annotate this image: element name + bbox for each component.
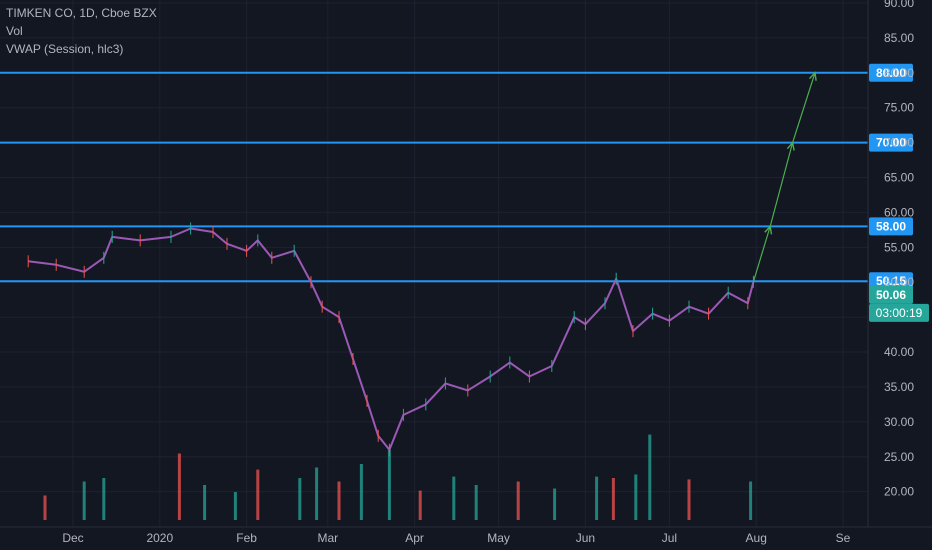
y-tick-label: 25.00 (884, 450, 914, 464)
volume-bar (177, 453, 181, 520)
price-badges: 50.06 03:00:19 (869, 285, 929, 322)
volume-bar (611, 478, 615, 520)
level-label-bg (869, 217, 913, 236)
chart-legend: TIMKEN CO, 1D, Cboe BZX Vol VWAP (Sessio… (6, 4, 157, 58)
x-tick-label: Jun (576, 531, 595, 545)
y-tick-label: 35.00 (884, 380, 914, 394)
volume-bar (233, 492, 237, 520)
volume-bar (298, 478, 302, 520)
chart-grid (0, 0, 868, 527)
volume-bar (418, 490, 422, 520)
projection-path (752, 72, 816, 283)
last-price-label: 50.06 (876, 288, 906, 302)
x-tick-label: May (487, 531, 510, 545)
projection-arrowhead (786, 141, 795, 151)
x-tick-label: Se (836, 531, 851, 545)
projection-arrowhead (808, 71, 817, 81)
volume-bar (203, 485, 207, 520)
countdown-label: 03:00:19 (876, 306, 923, 320)
y-tick-label: 70.00 (884, 136, 914, 150)
x-tick-label: Dec (62, 531, 83, 545)
volume-bar (749, 481, 753, 520)
x-tick-label: Apr (405, 531, 424, 545)
volume-bar (648, 434, 652, 520)
last-price-badge (869, 285, 913, 304)
symbol-title[interactable]: TIMKEN CO, 1D, Cboe BZX (6, 6, 157, 20)
projection-arrow[interactable] (752, 71, 817, 283)
x-tick-label: Mar (317, 531, 338, 545)
x-tick-label: Feb (236, 531, 257, 545)
y-tick-label: 40.00 (884, 345, 914, 359)
x-tick-label: Jul (662, 531, 677, 545)
volume-bar (43, 495, 47, 520)
y-tick-label: 85.00 (884, 31, 914, 45)
y-tick-label: 65.00 (884, 171, 914, 185)
volume-bar (687, 479, 691, 520)
level-label-bg (869, 133, 913, 152)
volume-bar (256, 469, 260, 520)
level-label: 70.00 (876, 136, 906, 150)
x-tick-label: Aug (746, 531, 767, 545)
volume-indicator-label[interactable]: Vol (6, 24, 23, 38)
countdown-badge (869, 303, 929, 322)
volume-bar (315, 467, 319, 520)
y-tick-label: 30.00 (884, 415, 914, 429)
volume-bar (359, 464, 363, 520)
x-axis[interactable]: Dec 2020 Feb Mar Apr May Jun Jul Aug Se (62, 531, 850, 545)
level-label: 50.15 (876, 274, 906, 288)
y-tick-label: 75.00 (884, 101, 914, 115)
y-tick-label: 55.00 (884, 240, 914, 254)
y-axis[interactable]: 90.00 85.00 80.00 75.00 70.00 65.00 60.00 55.00… (884, 0, 914, 499)
volume-bar (474, 485, 478, 520)
projection-arrowhead (764, 224, 773, 235)
y-tick-label: 60.00 (884, 205, 914, 219)
vwap-indicator-label[interactable]: VWAP (Session, hlc3) (6, 42, 124, 56)
y-tick-label: 80.00 (884, 66, 914, 80)
volume-bar (387, 450, 391, 520)
volume-bar (337, 481, 341, 520)
volume-bar (102, 478, 106, 520)
volume-bar (452, 476, 456, 520)
level-label-bg (869, 63, 913, 82)
y-tick-label: 50.00 (884, 275, 914, 289)
volume-bar (82, 481, 86, 520)
level-label: 80.00 (876, 66, 906, 80)
x-tick-label: 2020 (146, 531, 173, 545)
volume-bar (595, 476, 599, 520)
volume-bar (516, 481, 520, 520)
volume-bar (553, 488, 557, 520)
horizontal-levels[interactable]: 80.00 70.00 58.00 50.15 (0, 63, 913, 291)
price-series (27, 222, 755, 456)
y-tick-label: 90.00 (884, 0, 914, 10)
volume-bar (634, 474, 638, 520)
level-label: 58.00 (876, 219, 906, 233)
volume-bars (43, 434, 753, 520)
y-tick-label: 20.00 (884, 485, 914, 499)
level-label-bg (869, 272, 913, 291)
